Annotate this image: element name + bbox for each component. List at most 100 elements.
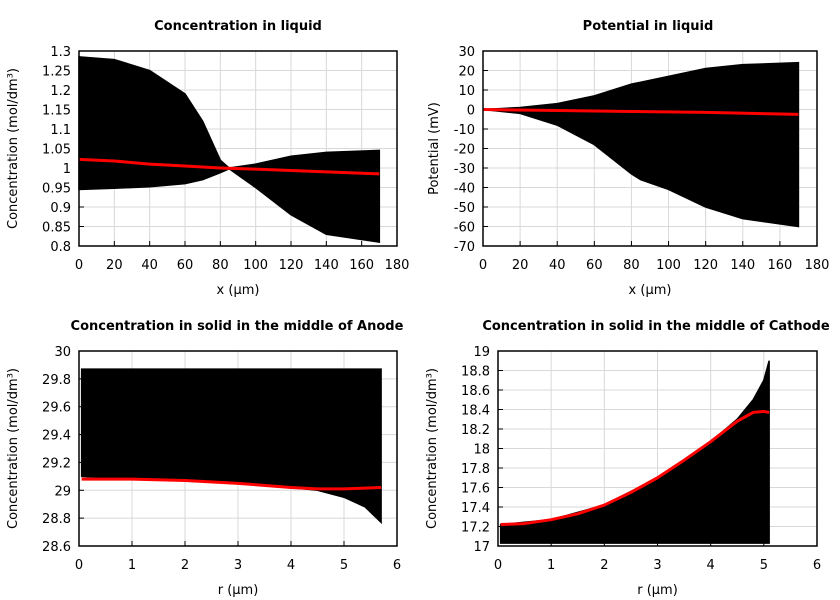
y-axis-label: Concentration (mol/dm³) [6, 368, 21, 529]
y-tick-label: 30 [54, 345, 71, 360]
y-tick-label: 18.4 [461, 404, 490, 419]
chart-title: Potential in liquid [583, 19, 714, 34]
curve-band [482, 61, 800, 228]
y-tick-label: 0.9 [50, 201, 71, 216]
x-tick-label: 0 [479, 258, 487, 273]
y-tick-label: 1.05 [42, 143, 71, 158]
x-tick-label: 2 [600, 558, 608, 573]
y-tick-label: 1.2 [50, 84, 71, 99]
curve-band [80, 368, 382, 525]
x-tick-label: 120 [693, 258, 718, 273]
y-tick-label: 17.8 [461, 462, 490, 477]
y-tick-label: 29 [54, 484, 71, 499]
y-tick-label: 1.25 [42, 65, 71, 80]
y-tick-label: 1.3 [50, 45, 71, 60]
x-tick-label: 100 [243, 258, 268, 273]
y-tick-label: 17 [473, 540, 490, 555]
y-tick-label: 1 [63, 162, 71, 177]
x-tick-label: 3 [653, 558, 661, 573]
x-tick-label: 140 [314, 258, 339, 273]
x-tick-label: 120 [279, 258, 304, 273]
x-tick-label: 180 [385, 258, 410, 273]
y-tick-label: 29.4 [42, 429, 71, 444]
y-tick-label: 17.4 [461, 501, 490, 516]
x-axis-label: x (µm) [217, 283, 260, 298]
y-tick-label: 18.8 [461, 365, 490, 380]
x-tick-label: 2 [181, 558, 189, 573]
y-tick-label: -60 [454, 221, 475, 236]
x-tick-label: 160 [767, 258, 792, 273]
y-tick-label: 10 [458, 84, 475, 99]
chart-panel-4: Concentration in solid in the middle of … [425, 319, 830, 598]
y-tick-label: 30 [458, 45, 475, 60]
y-tick-label: 28.8 [42, 512, 71, 527]
y-tick-label: 29.8 [42, 373, 71, 388]
highlight-curve [81, 477, 382, 491]
x-tick-label: 40 [141, 258, 158, 273]
y-axis-label: Concentration (mol/dm³) [425, 368, 440, 529]
y-tick-label: -50 [454, 201, 475, 216]
x-tick-label: 4 [707, 558, 715, 573]
x-tick-label: 20 [512, 258, 529, 273]
y-tick-label: 0 [467, 104, 475, 119]
chart-panel-1: Concentration in liquid 0 20 40 60 80 100 120 14… [6, 19, 409, 298]
y-tick-label: 17.2 [461, 521, 490, 536]
x-tick-label: 0 [494, 558, 502, 573]
chart-panel-3: Concentration in solid in the middle of … [6, 319, 404, 598]
y-tick-label: -70 [454, 240, 475, 255]
x-tick-label: 40 [549, 258, 566, 273]
y-tick-label: 18.6 [461, 384, 490, 399]
x-tick-label: 60 [177, 258, 194, 273]
y-tick-label: 20 [458, 65, 475, 80]
x-tick-label: 160 [349, 258, 374, 273]
x-tick-label: 6 [813, 558, 821, 573]
plot-frame [482, 50, 818, 247]
y-axis-label: Concentration (mol/dm³) [6, 68, 21, 229]
x-axis-label: x (µm) [629, 283, 672, 298]
y-tick-label: 18 [473, 443, 490, 458]
x-axis-label: r (µm) [637, 583, 678, 598]
x-tick-label: 20 [106, 258, 123, 273]
x-tick-label: 1 [128, 558, 136, 573]
y-tick-label: 0.85 [42, 221, 71, 236]
y-tick-label: -20 [454, 143, 475, 158]
x-tick-label: 5 [760, 558, 768, 573]
y-tick-label: 1.15 [42, 104, 71, 119]
x-tick-label: 0 [75, 258, 83, 273]
y-tick-label: 29.2 [42, 456, 71, 471]
x-tick-label: 0 [75, 558, 83, 573]
x-tick-label: 3 [234, 558, 242, 573]
y-tick-label: -30 [454, 162, 475, 177]
y-tick-label: 18.2 [461, 423, 490, 438]
curve-band [78, 56, 381, 243]
curve-band [499, 360, 770, 544]
x-tick-label: 4 [287, 558, 295, 573]
x-tick-label: 100 [656, 258, 681, 273]
y-tick-label: 17.6 [461, 482, 490, 497]
y-tick-label: -10 [454, 123, 475, 138]
y-tick-label: 1.1 [50, 123, 71, 138]
x-tick-label: 6 [393, 558, 401, 573]
highlight-curve [78, 157, 380, 176]
y-tick-label: 28.6 [42, 540, 71, 555]
x-axis-label: r (µm) [218, 583, 259, 598]
x-tick-label: 60 [586, 258, 603, 273]
y-tick-label: 0.95 [42, 182, 71, 197]
x-tick-label: 180 [805, 258, 830, 273]
chart-title: Concentration in liquid [154, 19, 322, 34]
y-tick-label: -40 [454, 182, 475, 197]
plot-frame [497, 350, 818, 547]
y-tick-label: 19 [473, 345, 490, 360]
y-axis-label: Potential (mV) [427, 102, 442, 195]
y-tick-label: 29.6 [42, 401, 71, 416]
x-tick-label: 5 [340, 558, 348, 573]
chart-title: Concentration in solid in the middle of … [71, 319, 404, 334]
x-tick-label: 1 [547, 558, 555, 573]
x-tick-label: 80 [212, 258, 229, 273]
plot-frame [78, 350, 398, 547]
plot-frame [78, 50, 398, 247]
x-tick-label: 80 [623, 258, 640, 273]
y-tick-label: 0.8 [50, 240, 71, 255]
